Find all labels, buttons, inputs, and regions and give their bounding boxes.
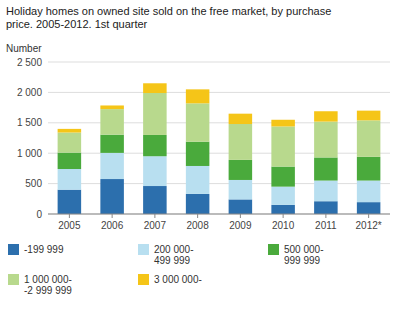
- legend-label-line: 499 999: [154, 255, 191, 266]
- bar-segment: [100, 135, 124, 153]
- legend-swatch: [138, 244, 149, 255]
- legend-label-line: 1 000 000-: [24, 274, 72, 285]
- legend-label: 1 000 000--2 999 999: [24, 274, 72, 296]
- y-tick-label: 500: [25, 178, 42, 189]
- legend-swatch: [138, 274, 149, 285]
- x-tick: [240, 214, 241, 218]
- y-tick-label: 1 000: [17, 148, 42, 159]
- legend: -199 999 200 000-499 999 500 000-999 999 1 …: [8, 244, 323, 296]
- bar-segment: [229, 124, 253, 160]
- bar-segment: [186, 103, 210, 141]
- grid-line: [48, 183, 390, 184]
- bar-segment: [229, 180, 253, 199]
- x-tick-label: 2009: [229, 220, 252, 231]
- x-tick: [69, 214, 70, 218]
- bar-segment: [357, 181, 381, 203]
- bar-segment: [58, 190, 82, 214]
- legend-label-line: 999 999: [284, 255, 321, 266]
- x-tick: [197, 214, 198, 218]
- bar-segment: [271, 205, 295, 214]
- bar-segment: [314, 122, 338, 158]
- bar-segment: [357, 202, 381, 214]
- chart: Holiday homes on owned site sold on the …: [0, 0, 400, 320]
- y-tick-label: 2 000: [17, 87, 42, 98]
- legend-label: 500 000-999 999: [284, 244, 323, 266]
- x-tick-label: 2005: [58, 220, 81, 231]
- bar-segment: [143, 93, 167, 135]
- legend-label: -199 999: [24, 244, 64, 255]
- title: Holiday homes on owned site sold on the …: [6, 5, 331, 30]
- grid-line: [48, 122, 390, 123]
- bar-segment: [271, 126, 295, 166]
- legend-label: 3 000 000-: [154, 274, 202, 285]
- x-tick: [325, 214, 326, 218]
- x-tick-label: 2012*: [356, 220, 382, 231]
- bar-segment: [314, 157, 338, 180]
- grid-line: [48, 92, 390, 93]
- bar-segment: [229, 199, 253, 214]
- bar-segment: [58, 169, 82, 190]
- x-tick-label: 2007: [144, 220, 167, 231]
- bar-segment: [314, 201, 338, 214]
- legend-label-line: -2 999 999: [24, 285, 72, 296]
- bar-segment: [100, 179, 124, 214]
- bar-segment: [314, 111, 338, 121]
- grid: [48, 62, 390, 214]
- bar-segment: [186, 166, 210, 194]
- bar-segment: [186, 142, 210, 166]
- bar-segment: [314, 181, 338, 202]
- legend-label-line: 200 000-: [154, 244, 193, 255]
- bar-segment: [271, 120, 295, 127]
- bar-segment: [58, 133, 82, 153]
- bar-segment: [271, 187, 295, 205]
- bar-segment: [100, 105, 124, 109]
- x-tick: [283, 214, 284, 218]
- grid-line: [48, 153, 390, 154]
- bars: [58, 83, 381, 214]
- x-tick: [154, 214, 155, 218]
- bar-segment: [100, 153, 124, 179]
- title-line: price. 2005-2012. 1st quarter: [6, 18, 148, 30]
- x-axis-line: [48, 214, 390, 215]
- grid-line: [48, 62, 390, 63]
- bar-segment: [143, 135, 167, 156]
- bar-segment: [143, 83, 167, 93]
- legend-swatch: [268, 244, 279, 255]
- bar-segment: [271, 167, 295, 187]
- y-tick-label: 1 500: [17, 117, 42, 128]
- legend-swatch: [8, 274, 19, 285]
- y-tick-label: 0: [36, 209, 42, 220]
- x-tick: [368, 214, 369, 218]
- legend-label: 200 000-499 999: [154, 244, 193, 266]
- bar-segment: [58, 153, 82, 169]
- x-tick-label: 2006: [101, 220, 124, 231]
- bar-segment: [58, 129, 82, 133]
- bar-segment: [186, 89, 210, 103]
- y-axis-label: Number: [6, 43, 42, 54]
- bar-segment: [143, 156, 167, 186]
- legend-label-line: -199 999: [24, 244, 64, 255]
- x-tick-label: 2010: [272, 220, 295, 231]
- y-tick-label: 2 500: [17, 57, 42, 68]
- bar-segment: [229, 114, 253, 124]
- bar-segment: [143, 186, 167, 214]
- grid-line: [48, 214, 390, 215]
- x-tick: [112, 214, 113, 218]
- legend-label-line: 3 000 000-: [154, 274, 202, 285]
- legend-label-line: 500 000-: [284, 244, 323, 255]
- bar-segment: [229, 160, 253, 180]
- bar-segment: [100, 109, 124, 135]
- x-tick-label: 2011: [315, 220, 337, 231]
- title-line: Holiday homes on owned site sold on the …: [6, 5, 331, 17]
- bar-segment: [357, 120, 381, 156]
- legend-swatch: [8, 244, 19, 255]
- x-tick-label: 2008: [187, 220, 210, 231]
- bar-segment: [357, 111, 381, 121]
- bar-segment: [357, 157, 381, 181]
- bar-segment: [186, 194, 210, 214]
